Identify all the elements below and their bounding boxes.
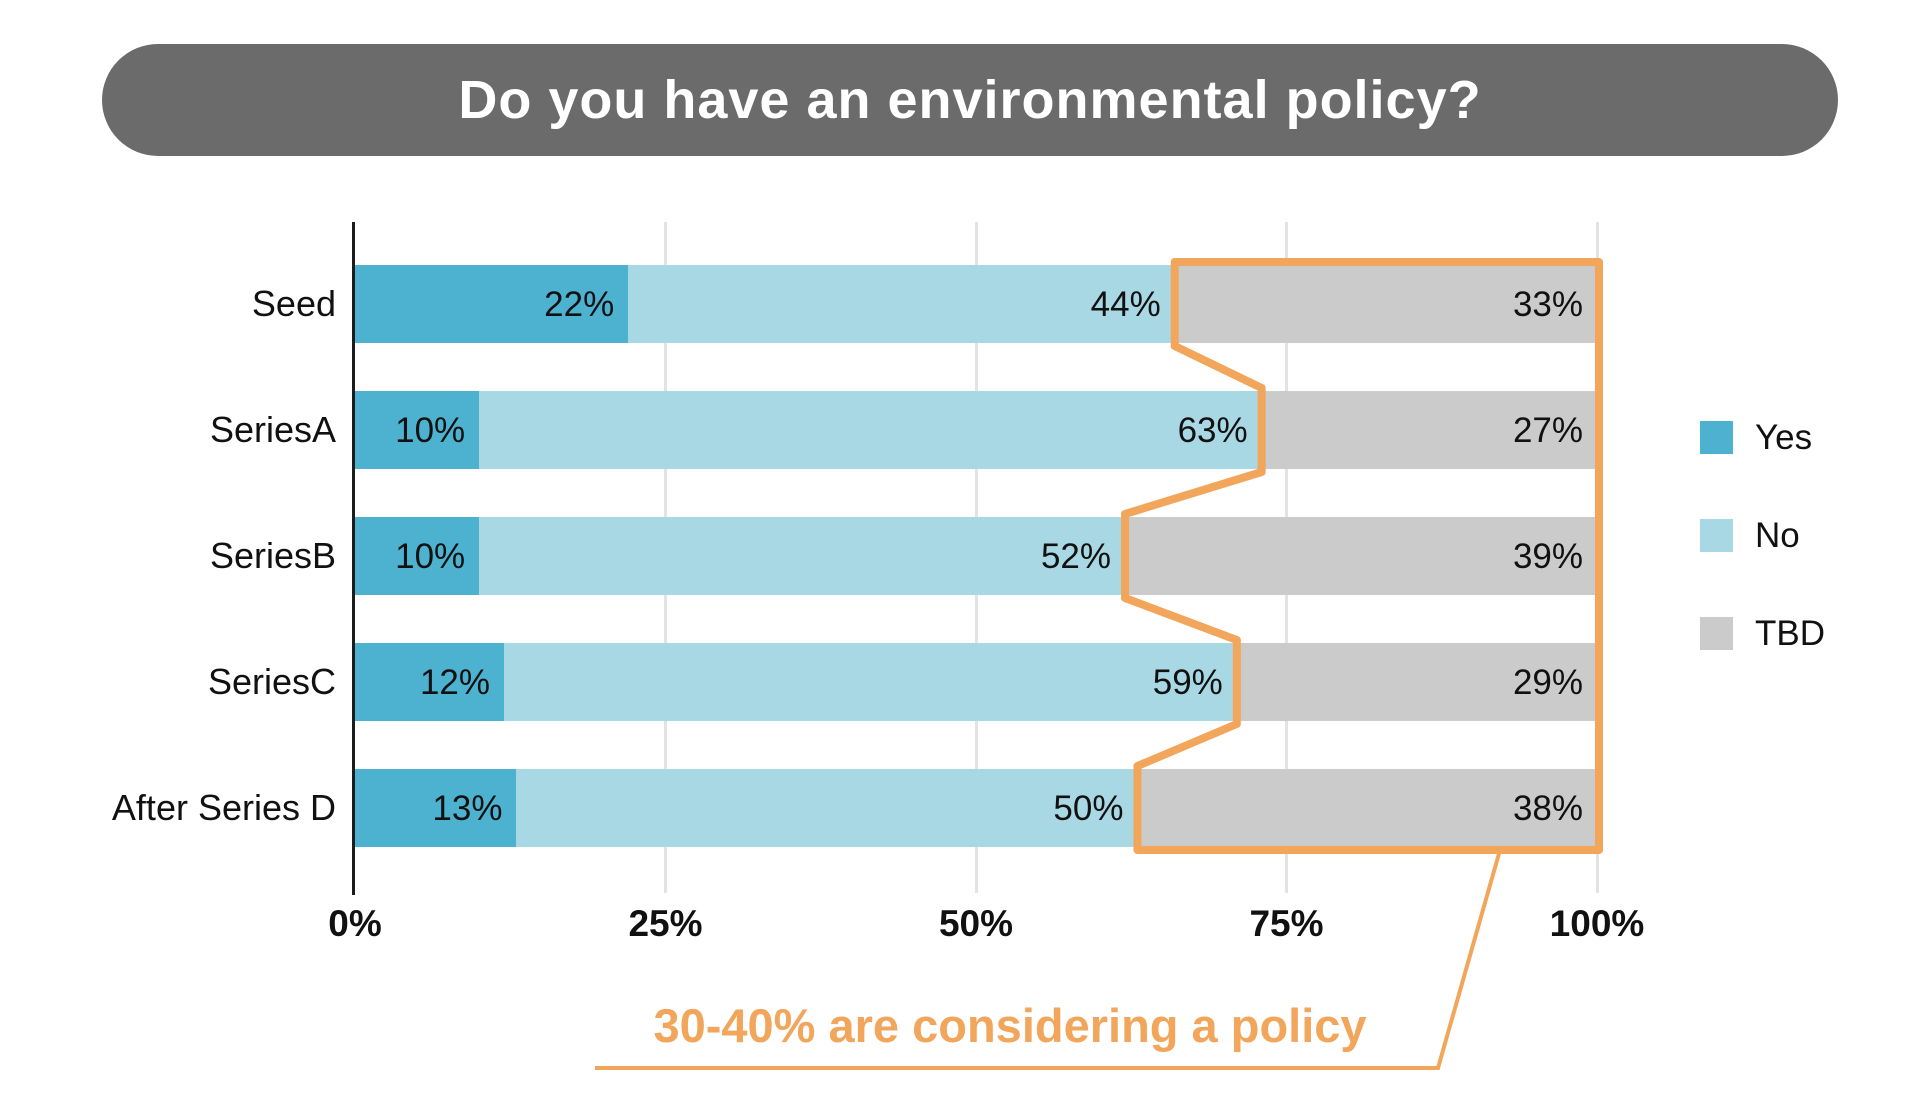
legend-label: TBD (1755, 614, 1825, 653)
value-label: 12% (419, 663, 491, 702)
value-label: 10% (395, 411, 466, 450)
value-label: 50% (1053, 789, 1124, 828)
x-axis-tick-label: 0% (328, 903, 382, 944)
legend-label: Yes (1755, 418, 1813, 457)
bar-segment-no (516, 769, 1138, 847)
legend-label: No (1755, 516, 1800, 555)
category-label: After Series D (111, 787, 336, 828)
x-axis-tick-label: 25% (628, 903, 703, 944)
value-label: 59% (1152, 663, 1223, 702)
bar-segment-yes (355, 265, 629, 343)
category-label: SeriesC (207, 661, 336, 702)
value-label: 22% (544, 285, 615, 324)
value-label: 29% (1512, 663, 1583, 702)
value-label: 38% (1512, 789, 1583, 828)
category-label: SeriesA (209, 409, 336, 450)
x-axis-tick-label: 100% (1549, 903, 1645, 944)
value-label: 33% (1512, 285, 1583, 324)
value-label: 63% (1177, 411, 1248, 450)
chart-title: Do you have an environmental policy? (458, 70, 1482, 130)
annotation-text: 30-40% are considering a policy (653, 999, 1367, 1052)
category-label: SeriesB (209, 535, 336, 576)
value-label: 44% (1090, 285, 1161, 324)
bar-segment-yes (355, 391, 480, 469)
value-label: 39% (1512, 537, 1583, 576)
legend-swatch-yes (1700, 421, 1733, 454)
x-axis-tick-label: 50% (938, 903, 1014, 944)
chart-title-banner: Do you have an environmental policy? (102, 44, 1838, 156)
bar-segment-yes (355, 517, 480, 595)
legend-item-yes: Yes (1700, 420, 1812, 455)
value-label: 27% (1512, 411, 1583, 450)
legend-swatch-tbd (1700, 617, 1733, 650)
value-label: 10% (395, 537, 466, 576)
legend-item-no: No (1700, 518, 1800, 553)
bar-segment-no (628, 265, 1175, 343)
bar-segment-yes (355, 769, 517, 847)
x-axis-tick-label: 75% (1249, 903, 1324, 944)
category-label: Seed (251, 283, 336, 324)
bar-segment-no (504, 643, 1237, 721)
legend-item-tbd: TBD (1700, 616, 1825, 651)
bar-segment-yes (355, 643, 505, 721)
legend-swatch-no (1700, 519, 1733, 552)
value-label: 13% (432, 789, 503, 828)
y-axis-line (352, 222, 355, 895)
value-label: 52% (1040, 537, 1112, 576)
bar-segment-no (479, 517, 1126, 595)
